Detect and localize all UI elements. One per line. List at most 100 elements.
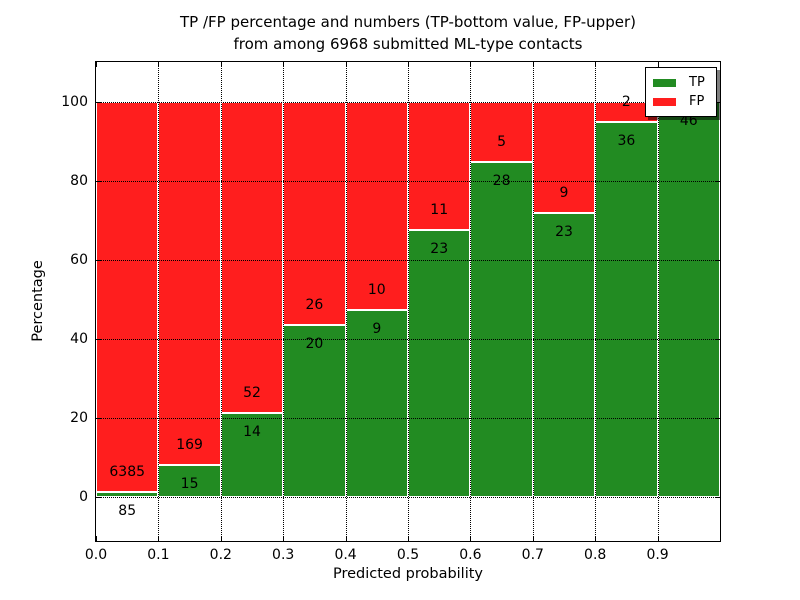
- legend-label-fp: FP: [689, 94, 705, 109]
- x-tick-mark: [96, 62, 97, 67]
- vertical-gridline: [345, 62, 347, 541]
- vertical-gridline: [220, 62, 222, 541]
- tp-count-label: 9: [372, 320, 382, 337]
- tp-bar-segment: [532, 212, 596, 498]
- tp-bar-segment: [283, 325, 346, 498]
- chart-title-line1: TP /FP percentage and numbers (TP-bottom…: [180, 13, 636, 31]
- x-tick-mark: [408, 62, 409, 67]
- y-tick-label: 100: [61, 93, 88, 110]
- tp-bar-segment: [408, 229, 471, 498]
- y-tick-mark: [96, 101, 101, 103]
- x-tick-mark: [595, 62, 597, 67]
- horizontal-gridline: [96, 259, 720, 261]
- vertical-gridline: [470, 62, 472, 541]
- fp-bar-segment: [220, 101, 284, 414]
- x-tick-label: 0.4: [334, 547, 357, 563]
- chart-title: TP /FP percentage and numbers (TP-bottom…: [96, 11, 720, 55]
- tp-bar-segment: [470, 161, 533, 498]
- tp-bar-segment: [96, 492, 159, 498]
- vertical-gridline: [657, 62, 659, 541]
- y-tick-mark: [715, 497, 720, 499]
- tp-count-label: 20: [305, 336, 324, 353]
- vertical-gridline: [283, 62, 285, 541]
- x-axis-label: Predicted probability: [332, 566, 484, 582]
- x-tick-mark: [158, 62, 160, 67]
- tp-count-label: 15: [180, 476, 199, 493]
- tp-bar-segment: [657, 101, 720, 498]
- x-tick-mark: [96, 536, 97, 541]
- y-tick-mark: [715, 418, 720, 420]
- y-tick-label: 40: [70, 331, 88, 348]
- fp-count-label: 2: [621, 94, 631, 111]
- chart-title-line2: from among 6968 submitted ML-type contac…: [233, 35, 583, 53]
- y-tick-mark: [715, 339, 720, 341]
- legend-label-tp: TP: [689, 75, 705, 90]
- x-tick-mark: [657, 536, 659, 541]
- fp-bar-segment: [158, 101, 221, 466]
- fp-count-label: 26: [305, 297, 324, 314]
- x-tick-label: 0.8: [584, 547, 607, 563]
- x-tick-mark: [220, 536, 222, 541]
- x-tick-label: 0.7: [521, 547, 544, 563]
- tp-count-label: 23: [555, 223, 573, 240]
- fp-count-label: 5: [497, 133, 507, 150]
- x-tick-mark: [532, 62, 534, 67]
- x-tick-mark: [408, 536, 409, 541]
- y-tick-mark: [715, 180, 720, 182]
- y-tick-mark: [96, 339, 101, 341]
- vertical-gridline: [158, 62, 160, 541]
- y-tick-mark: [96, 418, 101, 420]
- y-tick-label: 20: [70, 410, 88, 427]
- y-tick-mark: [715, 259, 720, 261]
- tp-count-label: 14: [243, 424, 261, 441]
- fp-count-label: 52: [243, 385, 261, 402]
- legend-entry-tp: TP: [653, 75, 709, 91]
- y-tick-mark: [96, 259, 101, 261]
- fp-count-label: 6385: [109, 464, 146, 481]
- x-tick-mark: [595, 536, 597, 541]
- y-tick-label: 60: [70, 251, 88, 268]
- fp-bar-segment: [96, 101, 159, 493]
- x-tick-mark: [470, 62, 472, 67]
- horizontal-gridline: [96, 101, 720, 103]
- x-tick-mark: [283, 62, 285, 67]
- x-tick-label: 0.0: [84, 547, 108, 563]
- x-tick-label: 0.5: [396, 547, 420, 563]
- y-tick-mark: [96, 180, 101, 182]
- x-tick-mark: [158, 536, 160, 541]
- fp-count-label: 11: [430, 201, 449, 218]
- x-tick-label: 0.3: [272, 547, 295, 563]
- horizontal-gridline: [96, 418, 720, 420]
- fp-bar-segment: [283, 101, 346, 326]
- vertical-gridline: [595, 62, 597, 541]
- y-tick-label: 0: [79, 489, 88, 506]
- tp-count-label: 23: [430, 240, 449, 257]
- legend-entry-fp: FP: [653, 94, 709, 110]
- tp-legend-swatch-icon: [653, 79, 676, 87]
- tp-count-label: 36: [617, 133, 636, 150]
- x-tick-mark: [283, 536, 285, 541]
- horizontal-gridline: [96, 339, 720, 341]
- fp-bar-segment: [470, 101, 533, 162]
- y-axis-label: Percentage: [30, 260, 46, 342]
- vertical-gridline: [532, 62, 534, 541]
- x-tick-mark: [220, 62, 222, 67]
- x-tick-mark: [657, 62, 659, 67]
- fp-count-label: 169: [176, 437, 203, 454]
- fp-count-label: 9: [559, 184, 569, 201]
- x-tick-label: 0.6: [459, 547, 482, 563]
- fp-count-label: 10: [367, 281, 386, 298]
- plot-area: 63858516915521426201091123528923236046: [95, 61, 721, 542]
- x-tick-label: 0.9: [646, 547, 669, 563]
- x-tick-mark: [345, 62, 347, 67]
- vertical-gridline: [408, 62, 409, 541]
- y-tick-label: 80: [70, 172, 88, 189]
- tp-count-label: 85: [118, 503, 137, 520]
- y-tick-mark: [715, 101, 720, 103]
- tp-bar-segment: [345, 309, 408, 498]
- x-tick-mark: [470, 536, 472, 541]
- fp-bar-segment: [345, 101, 408, 310]
- horizontal-gridline: [96, 497, 720, 499]
- horizontal-gridline: [96, 180, 720, 182]
- y-tick-mark: [96, 497, 101, 499]
